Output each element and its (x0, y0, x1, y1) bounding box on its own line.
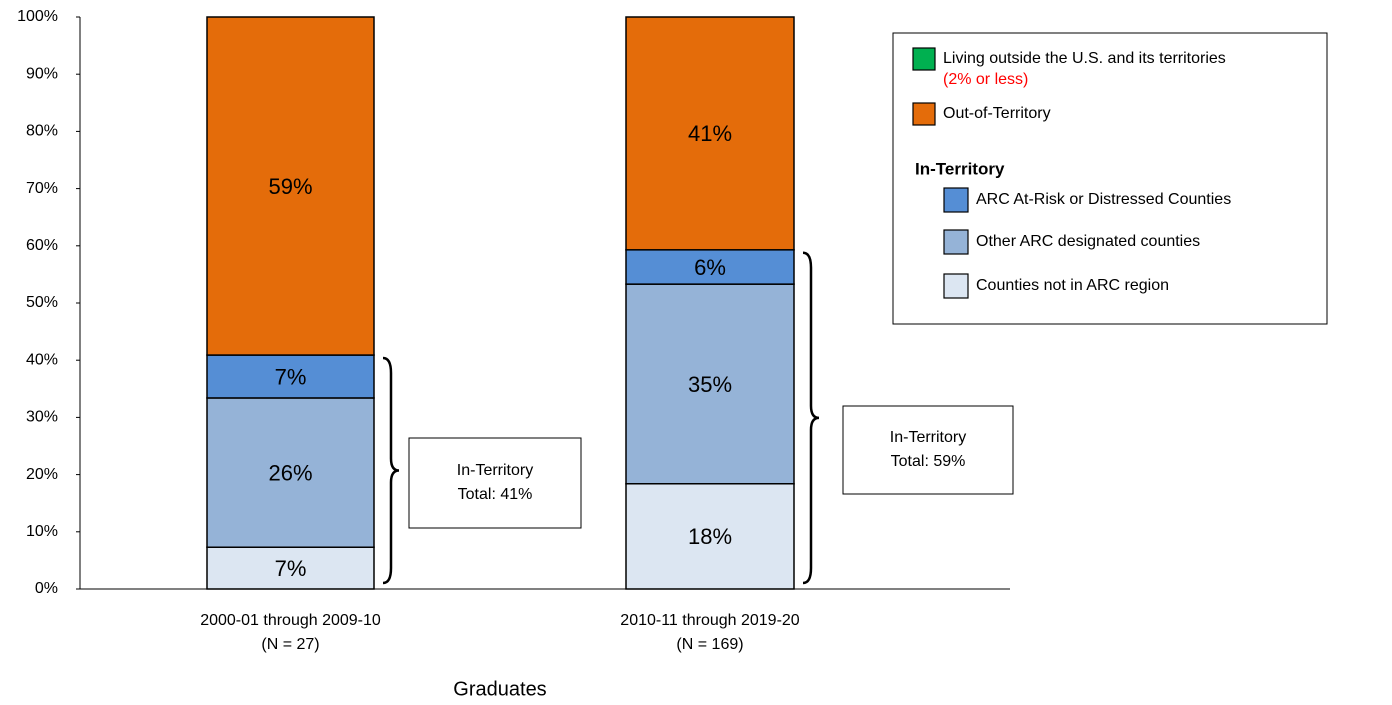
bar-segment (625, 249, 795, 285)
data-label: 6% (694, 255, 726, 280)
annotation-text: Total: 41% (458, 486, 533, 503)
y-tick-label: 50% (26, 294, 58, 311)
bar-segment (625, 283, 795, 485)
legend-swatch (943, 273, 969, 299)
y-tick-label: 60% (26, 237, 58, 254)
bar-segment (206, 16, 375, 356)
annotation-text: Total: 59% (891, 453, 966, 470)
annotation-text: In-Territory (457, 462, 533, 479)
legend-group-title: In-Territory (915, 159, 1005, 178)
legend-label: Out-of-Territory (943, 105, 1051, 122)
legend-swatch (912, 102, 936, 126)
legend-swatch (943, 187, 969, 213)
legend-swatch (912, 47, 936, 71)
y-tick-label: 40% (26, 351, 58, 368)
annotation-text: In-Territory (890, 429, 966, 446)
annotation-box (408, 437, 582, 529)
legend-swatch (943, 229, 969, 255)
y-tick-label: 10% (26, 523, 58, 540)
legend-label: ARC At-Risk or Distressed Counties (976, 191, 1231, 208)
legend-label: Other ARC designated counties (976, 233, 1200, 250)
legend-label: Living outside the U.S. and its territor… (943, 50, 1226, 67)
data-label: 59% (268, 174, 312, 199)
y-tick-label: 20% (26, 466, 58, 483)
y-tick-label: 70% (26, 180, 58, 197)
x-tick-label: (N = 27) (261, 636, 319, 653)
data-label: 7% (275, 364, 307, 389)
data-label: 26% (268, 460, 312, 485)
legend-note: (2% or less) (943, 71, 1028, 88)
x-tick-label: (N = 169) (676, 636, 743, 653)
y-tick-label: 0% (35, 580, 58, 597)
x-axis-title: Graduates (453, 678, 546, 700)
bracket (802, 251, 820, 585)
x-tick-label: 2010-11 through 2019-20 (620, 612, 800, 629)
bar-segment (625, 483, 795, 590)
y-tick-label: 30% (26, 409, 58, 426)
bar-segment (206, 354, 375, 399)
x-tick-label: 2000-01 through 2009-10 (200, 612, 381, 629)
bar-segment (206, 397, 375, 548)
y-tick-label: 80% (26, 123, 58, 140)
annotation-box (842, 405, 1014, 495)
legend-label: Counties not in ARC region (976, 277, 1169, 294)
data-label: 41% (688, 121, 732, 146)
y-tick-label: 90% (26, 65, 58, 82)
bar-segment (206, 546, 375, 590)
y-tick-label: 100% (17, 8, 58, 25)
bracket (382, 356, 400, 585)
data-label: 7% (275, 556, 307, 581)
data-label: 35% (688, 372, 732, 397)
bar-segment (625, 16, 795, 251)
data-label: 18% (688, 524, 732, 549)
